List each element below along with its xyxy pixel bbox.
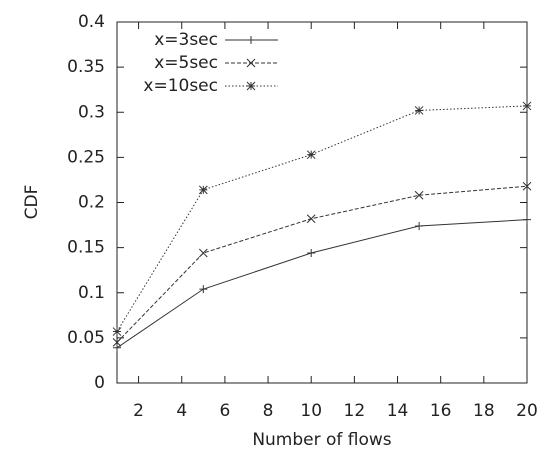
x-tick-label: 14 [387,401,409,421]
point-marker [198,185,208,195]
legend-entry: x=3sec [154,30,278,50]
x-tick-label: 2 [133,401,144,421]
series-line [116,219,528,349]
point-marker [306,214,316,224]
point-marker [199,285,208,294]
y-tick-label: 0 [94,373,105,393]
x-tick-label: 18 [473,401,495,421]
x-axis-label: Number of flows [252,430,391,450]
point-marker [414,190,424,200]
y-tick-label: 0.15 [67,238,105,258]
legend-entry: x=10sec [143,76,278,96]
y-tick-label: 0.05 [67,328,105,348]
y-tick-label: 0.35 [67,57,105,77]
legend-label: x=10sec [143,76,218,96]
point-marker [523,215,531,224]
point-marker [415,221,424,230]
y-axis-label: CDF [22,185,42,220]
x-tick-label: 16 [430,401,452,421]
point-marker [306,150,316,160]
x-tick-label: 6 [219,401,230,421]
y-tick-label: 0.3 [78,102,105,122]
point-marker [113,343,121,352]
x-tick-label: 8 [263,401,274,421]
legend-label: x=5sec [154,53,218,73]
y-tick-label: 0.1 [78,283,105,303]
point-marker [112,338,122,347]
point-marker [307,249,316,258]
legend-entry: x=5sec [154,53,278,73]
point-marker [414,106,424,115]
point-marker [522,181,532,191]
legend-marker [246,58,256,68]
legend-marker [246,81,256,91]
y-tick-label: 0.25 [67,147,105,167]
legend-label: x=3sec [154,30,218,50]
y-tick-label: 0.2 [78,193,105,213]
series-line [116,185,528,343]
point-marker [198,248,208,258]
x-tick-label: 20 [516,401,538,421]
series-line [116,105,528,332]
legend-marker [247,36,255,44]
x-tick-label: 12 [344,401,366,421]
point-marker [522,101,532,111]
x-tick-label: 4 [176,401,187,421]
x-tick-label: 10 [300,401,322,421]
point-marker [112,327,122,336]
y-tick-label: 0.4 [78,12,105,32]
